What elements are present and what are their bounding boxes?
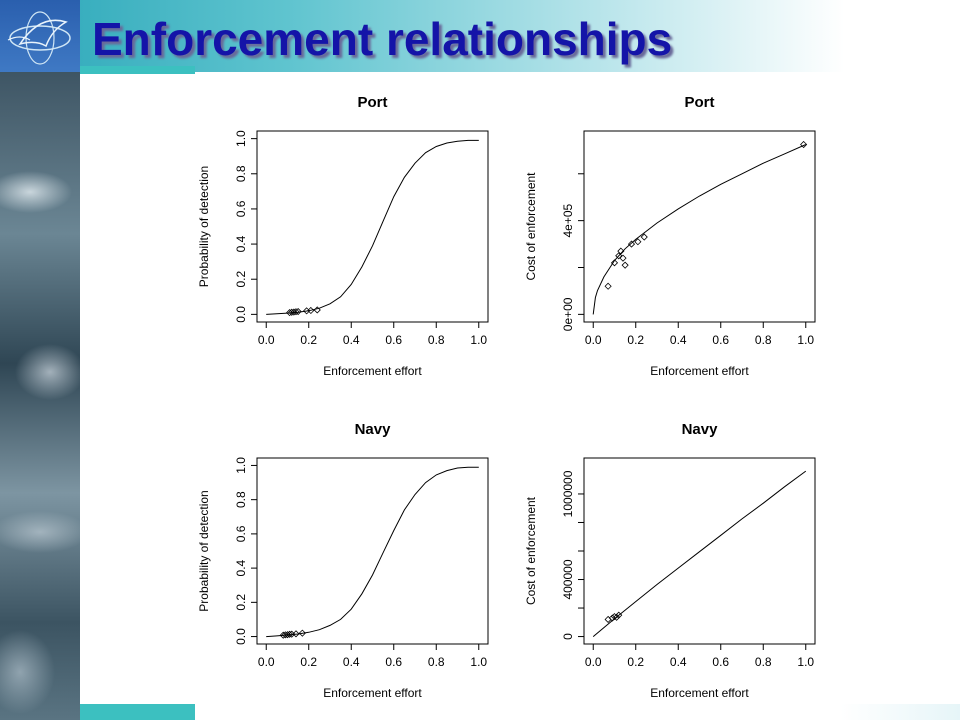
x-tick-label: 0.4 <box>343 333 360 347</box>
x-tick-label: 1.0 <box>797 655 814 669</box>
y-tick-label: 0.4 <box>234 559 248 576</box>
y-tick-label: 0.2 <box>234 271 248 288</box>
x-tick-label: 0.4 <box>670 333 687 347</box>
x-tick-label: 0.4 <box>343 655 360 669</box>
accent-strip-bottom <box>80 704 195 720</box>
x-tick-label: 0.2 <box>300 333 317 347</box>
accent-strip-top <box>80 66 195 74</box>
x-tick-label: 0.6 <box>712 655 729 669</box>
y-tick-label: 0.8 <box>234 165 248 182</box>
plot-frame <box>583 130 816 323</box>
chart-title: Port <box>685 94 715 111</box>
y-tick-label: 0.6 <box>234 200 248 217</box>
data-point <box>621 261 629 269</box>
data-point <box>307 306 315 315</box>
x-tick-label: 0.0 <box>258 333 275 347</box>
y-tick-label: 1.0 <box>234 457 248 474</box>
data-point <box>640 233 648 241</box>
fitted-curve <box>266 139 479 315</box>
data-point <box>298 629 306 637</box>
x-tick-label: 1.0 <box>470 333 487 347</box>
y-tick-label: 0.0 <box>234 306 248 323</box>
x-axis-label: Enforcement effort <box>323 364 422 378</box>
data-point <box>634 238 642 246</box>
accent-fade-bottom <box>840 704 960 720</box>
data-point <box>627 240 636 248</box>
data-point <box>292 308 300 316</box>
sea-photo-strip <box>0 72 80 720</box>
x-tick-label: 0.6 <box>385 333 402 347</box>
y-tick-label: 0e+00 <box>561 297 575 331</box>
data-point <box>615 611 623 619</box>
plot-frame <box>256 457 489 645</box>
data-point <box>800 140 808 149</box>
x-tick-label: 0.0 <box>585 333 602 347</box>
y-axis-label: Probability of detection <box>197 490 211 611</box>
x-tick-label: 0.0 <box>258 655 275 669</box>
x-tick-label: 0.6 <box>385 655 402 669</box>
data-point <box>286 630 294 638</box>
y-tick-label: 1.0 <box>234 130 248 147</box>
y-axis-label: Probability of detection <box>197 166 211 287</box>
x-tick-label: 0.8 <box>755 655 772 669</box>
chart-1: Port 0.0 0.2 0.4 0.6 0.8 1.0 0.0 0.2 0.4 0.6 0.8 1.0… <box>197 94 489 378</box>
data-point <box>615 252 623 260</box>
y-tick-label: 0.0 <box>234 628 248 645</box>
y-tick-label: 0.8 <box>234 491 248 508</box>
x-tick-label: 0.0 <box>585 655 602 669</box>
chart-4: Navy 0.0 0.2 0.4 0.6 0.8 1.0 0 400000 1000000 Enfo… <box>524 421 816 700</box>
x-tick-label: 0.8 <box>428 333 445 347</box>
x-axis-label: Enforcement effort <box>650 364 749 378</box>
x-tick-label: 0.2 <box>627 333 644 347</box>
x-tick-label: 1.0 <box>470 655 487 669</box>
title-banner <box>0 0 960 72</box>
data-point <box>610 259 619 267</box>
y-tick-label: 400000 <box>561 559 575 599</box>
chart-2: Port 0.0 0.2 0.4 0.6 0.8 1.0 0e+00 4e+05 Enforcem… <box>524 94 816 378</box>
fitted-curve <box>592 470 807 637</box>
fitted-curve <box>266 466 479 638</box>
data-point <box>292 630 300 638</box>
y-tick-label: 0.6 <box>234 525 248 542</box>
x-tick-label: 0.6 <box>712 333 729 347</box>
data-point <box>294 307 302 316</box>
y-tick-label: 1000000 <box>561 470 575 517</box>
fish-globe-logo-icon <box>7 11 71 65</box>
x-tick-label: 1.0 <box>797 333 814 347</box>
x-tick-label: 0.4 <box>670 655 687 669</box>
x-tick-label: 0.8 <box>755 333 772 347</box>
x-tick-label: 0.2 <box>627 655 644 669</box>
data-point <box>604 282 612 290</box>
x-tick-label: 0.2 <box>300 655 317 669</box>
chart-title: Port <box>358 94 388 111</box>
logo <box>0 0 80 72</box>
data-point <box>313 306 321 314</box>
data-point <box>619 254 627 262</box>
x-axis-label: Enforcement effort <box>323 686 422 700</box>
chart-3: Navy 0.0 0.2 0.4 0.6 0.8 1.0 0.0 0.2 0.4 0.6 0.8 1.0… <box>197 421 489 700</box>
y-axis-label: Cost of enforcement <box>524 172 538 281</box>
plot-frame <box>256 130 489 323</box>
chart-title: Navy <box>682 421 719 438</box>
fitted-curve <box>592 144 807 315</box>
x-axis-label: Enforcement effort <box>650 686 749 700</box>
y-tick-label: 0.4 <box>234 235 248 252</box>
data-point <box>613 613 621 621</box>
slide-title: Enforcement relationships <box>92 13 673 65</box>
chart-title: Navy <box>355 421 392 438</box>
y-tick-label: 4e+05 <box>561 203 575 237</box>
data-point <box>617 247 625 255</box>
y-tick-label: 0.2 <box>234 594 248 611</box>
y-tick-label: 0 <box>561 633 575 640</box>
x-tick-label: 0.8 <box>428 655 445 669</box>
y-axis-label: Cost of enforcement <box>524 496 538 605</box>
